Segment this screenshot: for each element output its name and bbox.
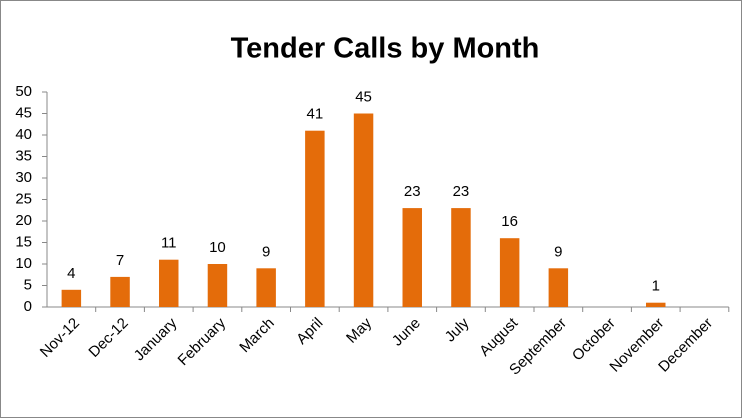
bar	[402, 208, 422, 307]
y-tick-label: 25	[15, 190, 32, 207]
chart-title: Tender Calls by Month	[231, 33, 540, 65]
data-label: 16	[501, 213, 518, 230]
y-tick-label: 35	[15, 147, 32, 164]
data-label: 9	[554, 243, 562, 260]
data-label: 10	[209, 239, 226, 256]
data-label: 45	[355, 88, 372, 105]
y-tick-label: 50	[15, 83, 32, 100]
bar	[353, 113, 374, 307]
data-label: 11	[161, 235, 177, 252]
y-tick-label: 10	[15, 255, 32, 272]
bar	[61, 289, 82, 307]
data-label: 23	[453, 183, 470, 200]
y-tick-label: 0	[24, 298, 32, 315]
data-label: 4	[67, 265, 75, 282]
bar	[548, 268, 569, 307]
data-label: 23	[404, 183, 421, 200]
y-tick-label: 5	[24, 276, 32, 293]
y-tick-label: 20	[15, 212, 32, 229]
y-tick-label: 40	[15, 126, 32, 143]
data-label: 41	[307, 106, 324, 123]
bar	[207, 264, 228, 307]
bar	[159, 259, 179, 307]
data-label: 9	[262, 243, 270, 260]
y-tick-label: 15	[15, 233, 32, 250]
data-label: 7	[116, 252, 124, 269]
bar	[451, 208, 471, 307]
bar	[305, 130, 325, 307]
data-label: 1	[652, 278, 660, 295]
y-tick-label: 45	[15, 104, 32, 121]
bar	[110, 276, 130, 307]
y-tick-label: 30	[15, 169, 32, 186]
bar	[646, 302, 666, 307]
bar	[256, 268, 276, 307]
bar	[499, 238, 520, 307]
